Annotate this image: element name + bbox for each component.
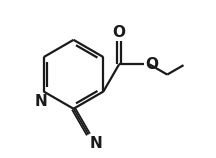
Text: O: O	[113, 25, 125, 40]
Text: O: O	[145, 57, 158, 72]
Text: N: N	[34, 94, 47, 109]
Text: N: N	[90, 136, 103, 151]
